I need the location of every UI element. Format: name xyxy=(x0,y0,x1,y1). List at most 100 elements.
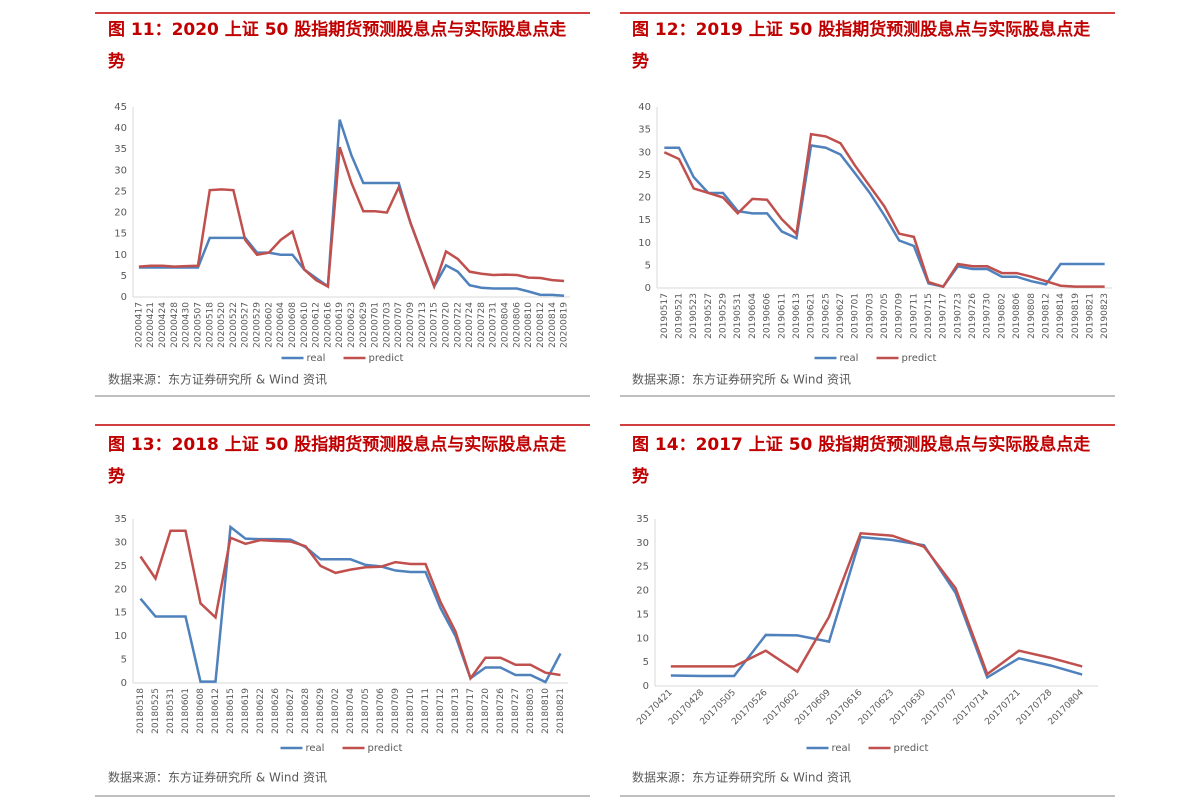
x-tick-label: 20190703 xyxy=(865,293,875,339)
y-tick-label: 5 xyxy=(645,260,651,271)
x-tick-label: 20190717 xyxy=(939,293,949,339)
x-tick-label: 20190819 xyxy=(1071,293,1081,339)
x-tick-label: 20180711 xyxy=(421,688,431,734)
y-tick-label: 45 xyxy=(114,102,127,113)
x-tick-label: 20190723 xyxy=(953,293,963,339)
x-tick-label: 20190527 xyxy=(704,293,714,339)
x-tick-label: 20180627 xyxy=(286,688,296,734)
legend-label: predict xyxy=(368,743,403,754)
y-tick-label: 35 xyxy=(114,514,127,525)
legend-label: real xyxy=(306,743,325,754)
x-tick-label: 20190711 xyxy=(909,293,919,339)
x-tick-label: 20180619 xyxy=(241,688,251,734)
y-tick-label: 15 xyxy=(114,229,127,240)
y-tick-label: 5 xyxy=(121,655,127,666)
x-tick-label: 20190726 xyxy=(968,293,978,339)
line xyxy=(670,531,1083,677)
x-tick-label: 20200520 xyxy=(217,302,227,348)
y-tick-label: 25 xyxy=(114,561,127,572)
y-tick-label: 20 xyxy=(114,208,127,219)
y-tick-label: 10 xyxy=(638,238,651,249)
y-tick-label: 15 xyxy=(638,215,651,226)
x-tick-label: 20190806 xyxy=(1012,293,1022,339)
y-tick-label: 30 xyxy=(638,147,651,158)
x-tick-label: 20200707 xyxy=(394,302,404,348)
x-tick-label: 20200812 xyxy=(536,302,546,348)
y-tick-label: 10 xyxy=(114,631,127,642)
x-tick-label: 20180629 xyxy=(316,688,326,734)
x-tick-label: 20200527 xyxy=(241,302,251,348)
x-tick-label: 20190604 xyxy=(748,293,758,339)
x-tick-label: 20200518 xyxy=(205,302,215,348)
x-tick-label: 20180601 xyxy=(181,688,191,734)
y-tick-label: 30 xyxy=(636,538,649,549)
x-tick-label: 20200424 xyxy=(158,302,168,348)
x-tick-label: 20200608 xyxy=(288,302,298,348)
x-tick-label: 20180710 xyxy=(406,688,416,734)
x-tick-label: 20190521 xyxy=(675,293,685,339)
x-tick-label: 20180626 xyxy=(271,688,281,734)
x-tick-label: 20180727 xyxy=(511,688,521,734)
x-tick-label: 20180615 xyxy=(226,688,236,734)
x-tick-label: 20200623 xyxy=(347,302,357,348)
x-tick-label: 20180821 xyxy=(556,688,566,734)
x-tick-label: 20190627 xyxy=(836,293,846,339)
y-tick-label: 5 xyxy=(643,657,649,668)
y-tick-label: 0 xyxy=(121,292,127,303)
x-tick-label: 20190517 xyxy=(660,293,670,339)
y-tick-label: 25 xyxy=(636,562,649,573)
x-tick-label: 20180622 xyxy=(256,688,266,734)
x-tick-label: 20200724 xyxy=(465,302,475,348)
x-tick-label: 20180712 xyxy=(436,688,446,734)
y-tick-label: 10 xyxy=(114,250,127,261)
x-tick-label: 20200612 xyxy=(312,302,322,348)
x-tick-label: 20200701 xyxy=(371,302,381,348)
legend-label: predict xyxy=(369,353,404,364)
x-tick-label: 20200616 xyxy=(323,302,333,348)
line xyxy=(139,529,561,682)
line xyxy=(663,132,1105,289)
x-tick-label: 20200720 xyxy=(441,302,451,348)
y-tick-label: 25 xyxy=(114,186,127,197)
x-tick-label: 20180702 xyxy=(331,688,341,734)
x-tick-label: 20180717 xyxy=(466,688,476,734)
chart-title: 图 13：2018 上证 50 股指期货预测股息点与实际股息点走势 xyxy=(108,435,567,487)
y-tick-label: 20 xyxy=(638,193,651,204)
y-tick-label: 15 xyxy=(636,609,649,620)
y-tick-label: 0 xyxy=(645,283,651,294)
x-tick-label: 20200619 xyxy=(335,302,345,348)
y-tick-label: 35 xyxy=(636,514,649,525)
x-tick-label: 20180706 xyxy=(376,688,386,734)
x-tick-label: 20200709 xyxy=(406,302,416,348)
x-tick-label: 20190523 xyxy=(689,293,699,339)
x-tick-label: 20190611 xyxy=(777,293,787,339)
x-tick-label: 20190715 xyxy=(924,293,934,339)
x-tick-label: 20200703 xyxy=(382,302,392,348)
y-tick-label: 35 xyxy=(638,125,651,136)
x-tick-label: 20190705 xyxy=(880,293,890,339)
y-tick-label: 20 xyxy=(114,584,127,595)
x-tick-label: 20200604 xyxy=(276,302,286,348)
x-tick-label: 20180803 xyxy=(526,688,536,734)
line xyxy=(670,535,1083,680)
line xyxy=(664,144,1105,289)
x-tick-label: 20190621 xyxy=(807,293,817,339)
y-tick-label: 20 xyxy=(636,586,649,597)
x-tick-label: 20190808 xyxy=(1027,293,1037,339)
x-tick-label: 20180705 xyxy=(361,688,371,734)
x-tick-label: 20200713 xyxy=(418,302,428,348)
chart-title: 图 14：2017 上证 50 股指期货预测股息点与实际股息点走势 xyxy=(632,435,1091,487)
y-tick-label: 5 xyxy=(121,271,127,282)
x-tick-label: 20190625 xyxy=(821,293,831,339)
source: 数据来源：东方证券研究所 & Wind 资讯 xyxy=(108,770,327,785)
x-tick-label: 20190812 xyxy=(1041,293,1051,339)
x-tick-label: 20180709 xyxy=(391,688,401,734)
x-tick-label: 20180608 xyxy=(196,688,206,734)
x-tick-label: 20180713 xyxy=(451,688,461,734)
x-tick-label: 20200529 xyxy=(253,302,263,348)
x-tick-label: 20200715 xyxy=(430,302,440,348)
chart-title: 图 12：2019 上证 50 股指期货预测股息点与实际股息点走势 xyxy=(632,20,1091,72)
x-tick-label: 20200417 xyxy=(134,302,144,348)
y-tick-label: 35 xyxy=(114,144,127,155)
